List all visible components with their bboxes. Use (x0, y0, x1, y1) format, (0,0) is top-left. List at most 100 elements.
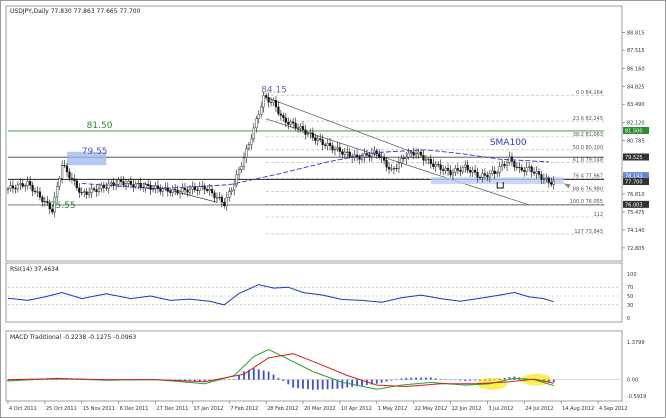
candle-body (464, 164, 467, 168)
candle-body (193, 186, 196, 190)
macd-histogram-bar (508, 377, 511, 380)
macd-histogram-bar (400, 378, 403, 380)
candle-body (427, 158, 430, 160)
candle-body (496, 172, 499, 174)
candle-body (83, 191, 86, 193)
candle-body (424, 159, 428, 161)
candle-body (410, 151, 413, 154)
macd-histogram-bar (543, 379, 545, 382)
macd-histogram-bar (267, 371, 270, 380)
time-label-5: 17 Jan 2012 (193, 406, 223, 412)
candle-body (174, 189, 177, 191)
candle-body (176, 189, 179, 194)
macd-histogram-bar (311, 379, 314, 390)
price-tick-label-5: 82.120 (627, 121, 645, 127)
candle-body (358, 156, 361, 160)
candle-body (134, 183, 137, 187)
highlight-box-77-90 (430, 177, 564, 185)
candle-body (284, 117, 287, 123)
macd-histogram-bar (61, 379, 63, 380)
candle-body (469, 169, 472, 173)
candle-body (147, 184, 150, 186)
macd-histogram-bar (498, 378, 501, 380)
candle-body (341, 151, 344, 155)
macd-histogram-bar (307, 379, 309, 390)
time-label-7: 28 Feb 2012 (267, 406, 298, 412)
price-tick-label-11: 74.140 (627, 228, 645, 234)
fib-label-0: 0.0 84.164 (576, 90, 603, 96)
macd-histogram-bar (326, 379, 329, 390)
candle-body (532, 171, 536, 174)
candle-body (324, 144, 327, 146)
price-tag-4: 76.003 (625, 202, 643, 208)
candle-body (250, 138, 253, 145)
candle-body (476, 172, 479, 178)
candle-body (213, 192, 216, 199)
chart-title: USDJPY,Daily 77.830 77.863 77.665 77.700 (10, 8, 141, 15)
annotation-4: SMA100 (490, 138, 527, 148)
candle-body (395, 168, 398, 170)
time-label-12: 12 Jun 2012 (452, 406, 482, 412)
candle-body (269, 101, 273, 103)
candle-body (515, 166, 518, 168)
candle-body (523, 170, 526, 172)
candle-body (316, 138, 319, 141)
macd-histogram-bar (449, 379, 452, 381)
candle-body (279, 113, 282, 116)
macd-histogram-bar (316, 379, 319, 390)
candle-body (139, 183, 142, 188)
macd-histogram-bar (179, 379, 181, 381)
candle-body (380, 156, 383, 158)
time-label-4: 27 Dec 2011 (157, 406, 189, 412)
candle-body (206, 189, 209, 191)
candle-body (149, 185, 152, 190)
candle-body (6, 188, 10, 190)
fib-label-4: 61.8 79.148 (573, 158, 603, 164)
candle-body (277, 106, 280, 115)
time-label-8: 20 Mar 2012 (304, 406, 336, 412)
candle-body (56, 185, 59, 198)
macd-histogram-bar (80, 379, 83, 381)
macd-histogram-bar (420, 377, 422, 380)
candle-body (488, 173, 491, 178)
candle-body (473, 169, 477, 173)
macd-histogram-bar (547, 379, 550, 382)
rsi-tick-0: 100 (627, 272, 637, 278)
candle-body (137, 183, 140, 185)
candle-body (542, 178, 546, 180)
macd-histogram-bar (488, 379, 491, 381)
macd-histogram-bar (75, 379, 78, 381)
candle-body (117, 179, 120, 185)
fib-label-8: 112 (593, 212, 603, 218)
time-label-16: 4 Sep 2012 (599, 406, 628, 412)
macd-histogram-bar (71, 379, 73, 380)
candle-body (186, 189, 189, 193)
candle-body (95, 189, 98, 192)
candle-body (429, 158, 432, 164)
candle-body (220, 196, 223, 203)
candle-body (119, 179, 123, 182)
candle-body (528, 166, 531, 168)
candle-body (417, 151, 420, 154)
macd-panel: MACD Traditional -0.2238 -0.1275 -0.0963… (7, 334, 646, 400)
main-panel-frame (5, 5, 623, 262)
candle-body (471, 169, 474, 173)
candle-body (289, 121, 292, 125)
macd-histogram-bar (198, 379, 201, 382)
candle-body (70, 177, 74, 180)
candle-body (19, 183, 22, 186)
macd-panel-frame (5, 330, 623, 402)
macd-histogram-bar (248, 369, 250, 380)
price-tag-bg-0 (623, 126, 649, 134)
price-tick-label-9: 76.810 (627, 192, 645, 198)
time-label-3: 6 Dec 2011 (120, 406, 149, 412)
candle-body (53, 196, 56, 213)
macd-tick-0: 1.3799 (627, 340, 645, 346)
candle-body (58, 178, 61, 187)
candle-body (46, 201, 49, 203)
candle-body (225, 197, 228, 207)
macd-histogram-bar (425, 377, 427, 380)
candle-body (446, 168, 450, 171)
